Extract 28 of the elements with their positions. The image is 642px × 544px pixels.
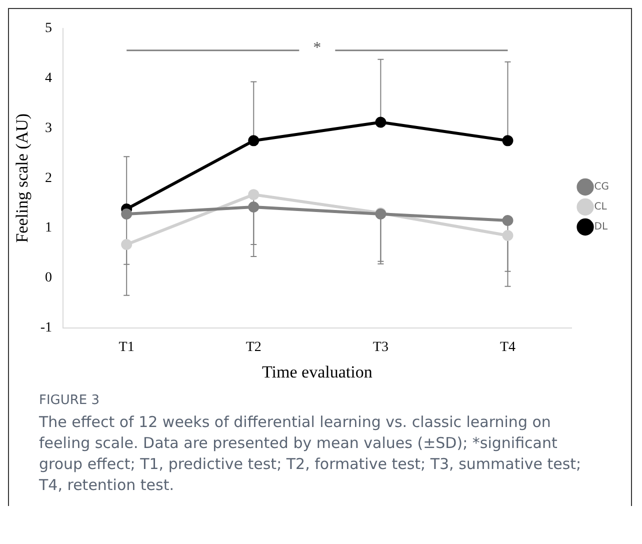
x-axis-title: Time evaluation [262, 362, 373, 382]
legend-label: CL [594, 202, 608, 213]
legend-label: CG [594, 182, 610, 193]
y-tick-label: 2 [45, 170, 52, 186]
y-axis-title: Feeling scale (AU) [12, 113, 32, 243]
x-tick-label: T2 [246, 340, 262, 355]
point [248, 202, 260, 213]
caption: FIGURE 3 [39, 393, 101, 408]
y-tick-label: 4 [45, 70, 52, 86]
text: The effect of 12 weeks of differential learning vs. classic learning on feeling scale. Data are presented by mean values (±SD); *significant group effect; T1, predictive test; T2, formative test; T3, summative test; T4, retention test. [39, 412, 582, 496]
legend-label: DL [594, 222, 608, 233]
annotation: * [313, 39, 322, 56]
point [121, 208, 132, 220]
point [375, 116, 386, 128]
point [502, 230, 514, 241]
x-tick-label: T1 [118, 340, 134, 355]
point [248, 189, 260, 200]
y-tick-label: 5 [45, 21, 52, 36]
y-tick-label: 3 [45, 120, 52, 136]
point [502, 215, 514, 226]
y-tick-label: -1 [40, 320, 52, 336]
point [248, 135, 260, 146]
y-tick-label: 1 [45, 220, 52, 236]
x-tick-label: T4 [500, 340, 516, 355]
point [121, 238, 132, 250]
y-tick-label: 0 [45, 270, 52, 286]
x-tick-label: T3 [372, 340, 388, 355]
point [502, 135, 514, 146]
